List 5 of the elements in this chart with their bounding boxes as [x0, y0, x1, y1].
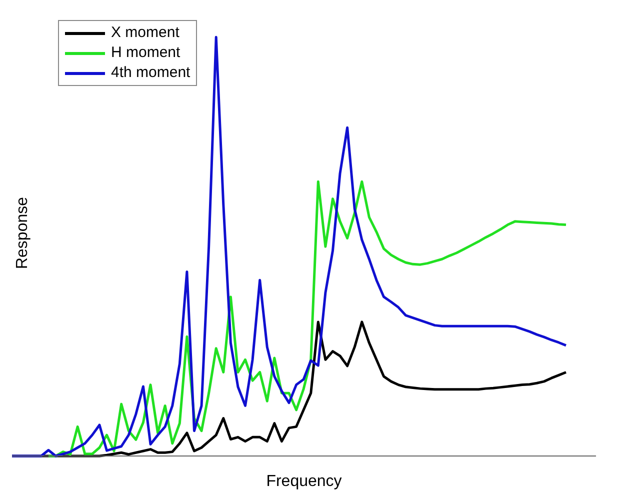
- legend-label: X moment: [111, 23, 180, 43]
- x-axis-title: Frequency: [266, 473, 342, 490]
- legend-label: H moment: [111, 43, 180, 63]
- y-axis-title: Response: [14, 196, 32, 270]
- legend-label: 4th moment: [111, 63, 190, 83]
